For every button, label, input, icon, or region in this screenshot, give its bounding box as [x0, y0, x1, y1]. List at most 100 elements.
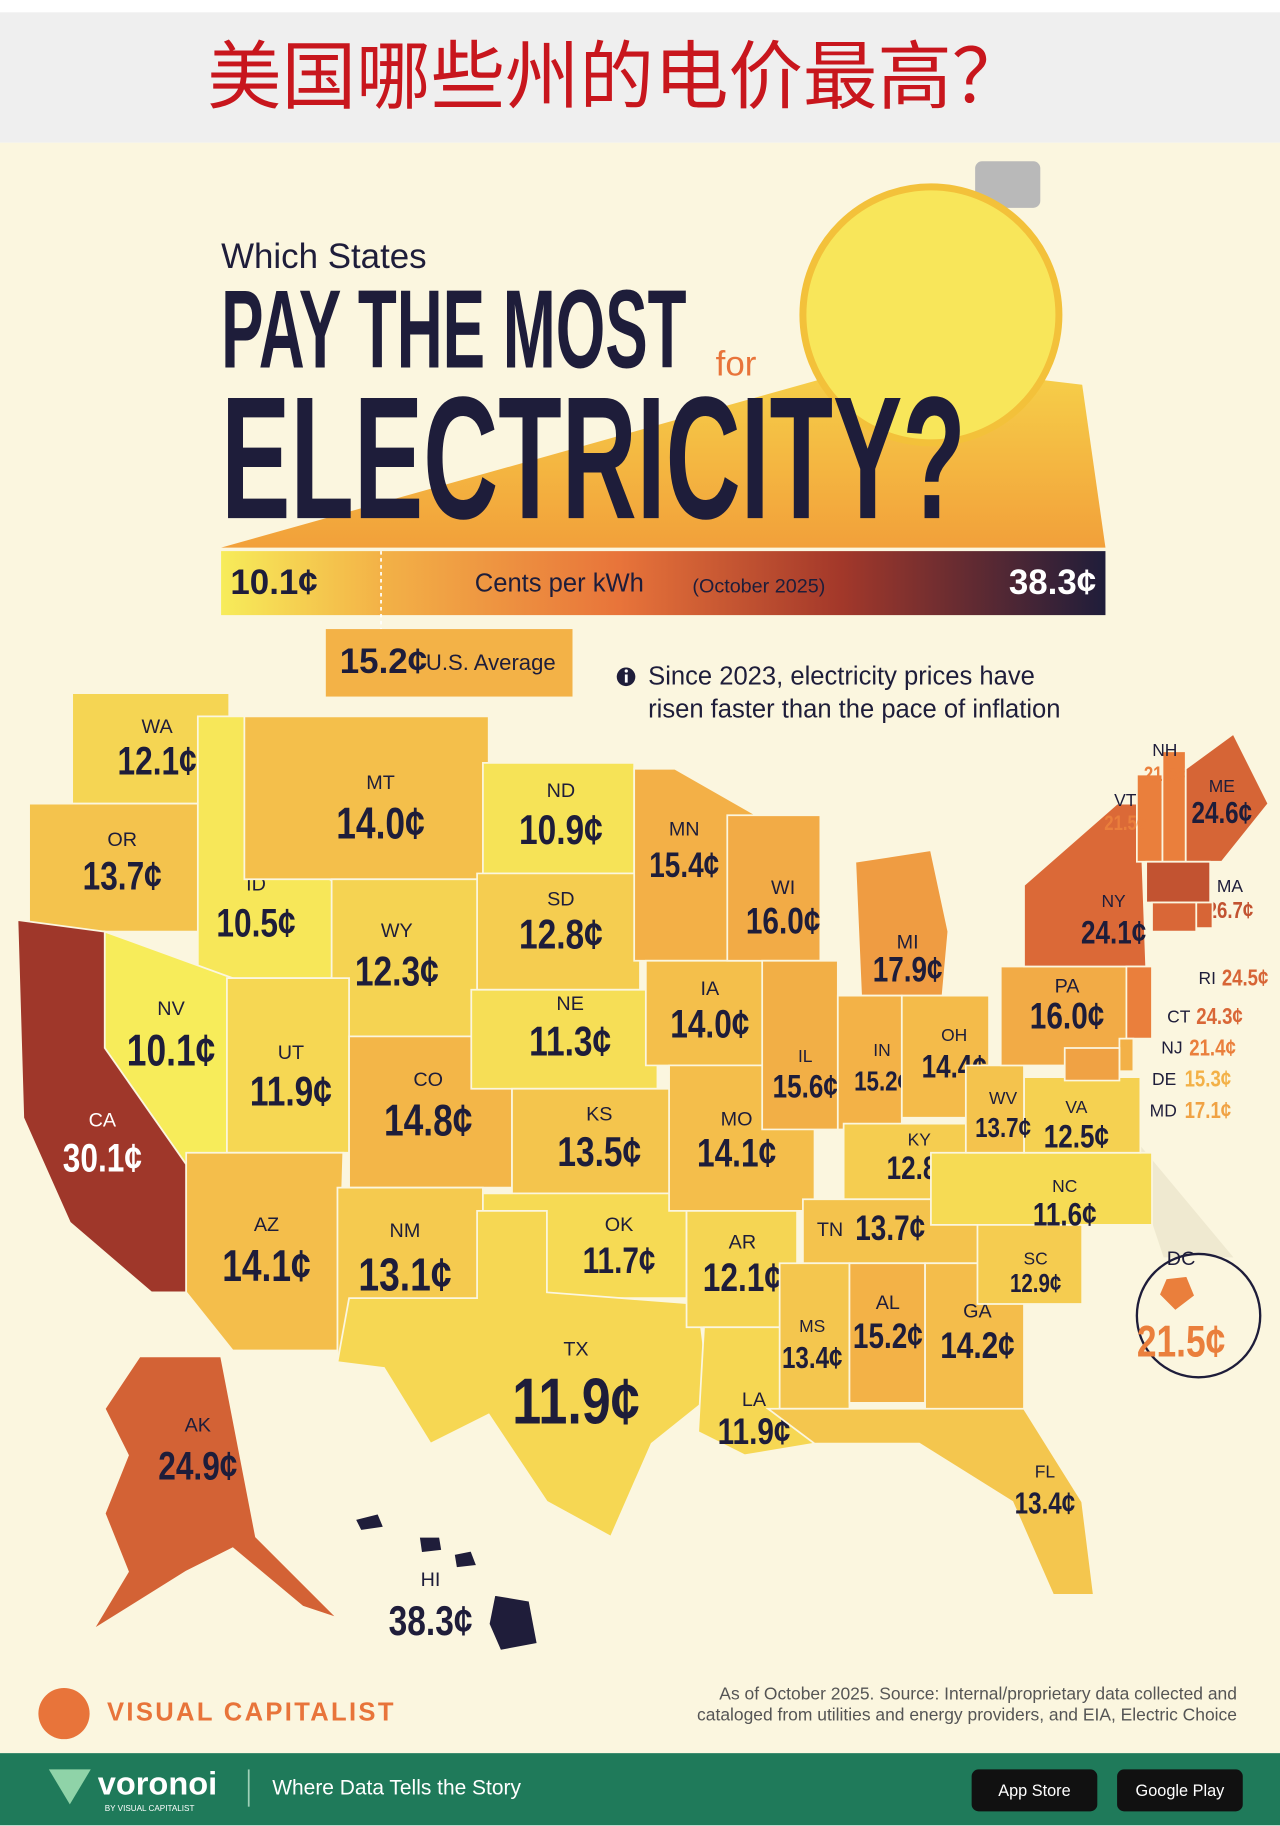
state-value: 11.9¢ — [512, 1365, 640, 1438]
app-store-label[interactable]: App Store — [998, 1782, 1070, 1800]
legend-bar — [221, 551, 1106, 616]
state-value: 13.1¢ — [358, 1249, 451, 1301]
source-line: As of October 2025. Source: Internal/pro… — [719, 1684, 1237, 1704]
state-code: WY — [381, 920, 413, 942]
state-code: VA — [1065, 1097, 1087, 1117]
note-line: risen faster than the pace of inflation — [648, 695, 1060, 723]
state-code: DE — [1152, 1069, 1176, 1089]
dc-connector — [1117, 1117, 1234, 1258]
kicker: Which States — [221, 237, 427, 276]
state-value: 11.9¢ — [250, 1069, 332, 1115]
legend-unit: Cents per kWh — [475, 570, 644, 598]
state-shape — [185, 1151, 345, 1352]
state-code: KY — [908, 1130, 932, 1150]
state-value: 24.5¢ — [1222, 966, 1269, 991]
state-shape — [1125, 965, 1153, 1040]
header-band — [0, 12, 1280, 143]
state-shape — [336, 1210, 711, 1538]
state-code: MI — [897, 931, 919, 953]
google-play-label[interactable]: Google Play — [1136, 1782, 1226, 1800]
state-code: NH — [1152, 740, 1177, 760]
state-value: 24.6¢ — [1192, 796, 1253, 830]
state-code: AZ — [254, 1214, 279, 1236]
state-code: RI — [1199, 968, 1216, 988]
state-value: 24.3¢ — [1196, 1004, 1243, 1029]
state-value: 14.2¢ — [940, 1325, 1015, 1367]
state-code: MT — [366, 772, 395, 794]
state-value: 10.1¢ — [127, 1027, 216, 1076]
average-box — [325, 629, 573, 697]
state-code: MA — [1217, 876, 1244, 896]
state-value: 17.1¢ — [1185, 1098, 1232, 1123]
state-value: 15.2¢ — [854, 1066, 910, 1097]
legend-period: (October 2025) — [692, 575, 825, 597]
state-value: 30.1¢ — [63, 1136, 142, 1180]
state-code: OR — [107, 829, 137, 851]
state-code: CT — [1167, 1006, 1191, 1026]
state-code: NM — [390, 1220, 421, 1242]
title-for: for — [716, 344, 757, 383]
state-code: SC — [1024, 1248, 1048, 1268]
state-shape — [1145, 860, 1212, 904]
state-value: 17.9¢ — [873, 950, 943, 990]
state-shape — [417, 1535, 444, 1554]
info-icon-stem — [624, 674, 628, 683]
state-shape — [243, 715, 490, 881]
state-shape — [1023, 802, 1148, 968]
state-value: 12.8¢ — [519, 912, 603, 958]
state-value: 21.4¢ — [1189, 1035, 1236, 1060]
state-value: 24.1¢ — [1081, 915, 1146, 951]
state-shape — [1063, 1047, 1121, 1082]
state-value: 24.9¢ — [158, 1444, 237, 1488]
state-value: 11.7¢ — [583, 1240, 656, 1282]
state-value: 21.5¢ — [1104, 812, 1146, 835]
state-code: LA — [742, 1389, 767, 1411]
state-value: 10.9¢ — [519, 807, 603, 853]
state-code: CA — [89, 1110, 117, 1132]
state-code: MS — [799, 1316, 825, 1336]
title-line2: ELECTRICITY? — [221, 360, 966, 555]
state-value: 12.1¢ — [118, 739, 197, 783]
brand: VISUAL CAPITALIST — [107, 1698, 396, 1726]
average-marker: 15.2¢U.S. Average — [325, 551, 573, 697]
app-store-button[interactable] — [971, 1769, 1098, 1812]
state-shape — [1195, 901, 1214, 929]
header-title: 美国哪些州的电价最高？ — [207, 34, 1026, 121]
state-value: 13.5¢ — [557, 1130, 641, 1176]
info-icon-dot — [624, 669, 628, 673]
state-code: UT — [278, 1042, 304, 1064]
state-value: 11.9¢ — [718, 1411, 791, 1453]
state-value: 13.4¢ — [782, 1340, 843, 1374]
average-value: 15.2¢ — [340, 642, 427, 681]
state-code: IN — [873, 1040, 890, 1060]
google-play-button[interactable] — [1117, 1769, 1243, 1812]
state-value: 15.3¢ — [1185, 1067, 1232, 1092]
bulb-base — [975, 161, 1041, 208]
state-value: 13.7¢ — [83, 854, 162, 898]
state-shape — [1157, 1275, 1197, 1313]
state-shape — [1118, 1037, 1135, 1073]
state-code: TN — [817, 1219, 843, 1241]
state-shape — [1184, 732, 1270, 863]
state-code: MO — [721, 1108, 753, 1130]
state-code: WV — [989, 1088, 1017, 1108]
state-value: 21.5¢ — [1137, 1318, 1226, 1367]
state-code: AL — [876, 1292, 900, 1314]
state-code: WA — [142, 716, 174, 738]
state-code: ME — [1209, 776, 1235, 796]
state-code: PA — [1055, 976, 1081, 998]
state-value: 13.4¢ — [1015, 1486, 1076, 1520]
state-value: 12.3¢ — [355, 949, 439, 995]
state-code: CO — [413, 1069, 443, 1091]
state-code: IA — [700, 978, 719, 1000]
state-code: MD — [1150, 1101, 1177, 1121]
footer-tagline: Where Data Tells the Story — [272, 1777, 521, 1800]
legend-min: 10.1¢ — [230, 563, 317, 602]
state-code: IL — [798, 1046, 813, 1066]
state-value: 14.0¢ — [670, 1002, 749, 1046]
average-label: U.S. Average — [426, 650, 556, 675]
state-value: 13.7¢ — [975, 1113, 1031, 1144]
state-code: FL — [1035, 1461, 1056, 1481]
state-value: 12.9¢ — [1010, 1269, 1061, 1298]
